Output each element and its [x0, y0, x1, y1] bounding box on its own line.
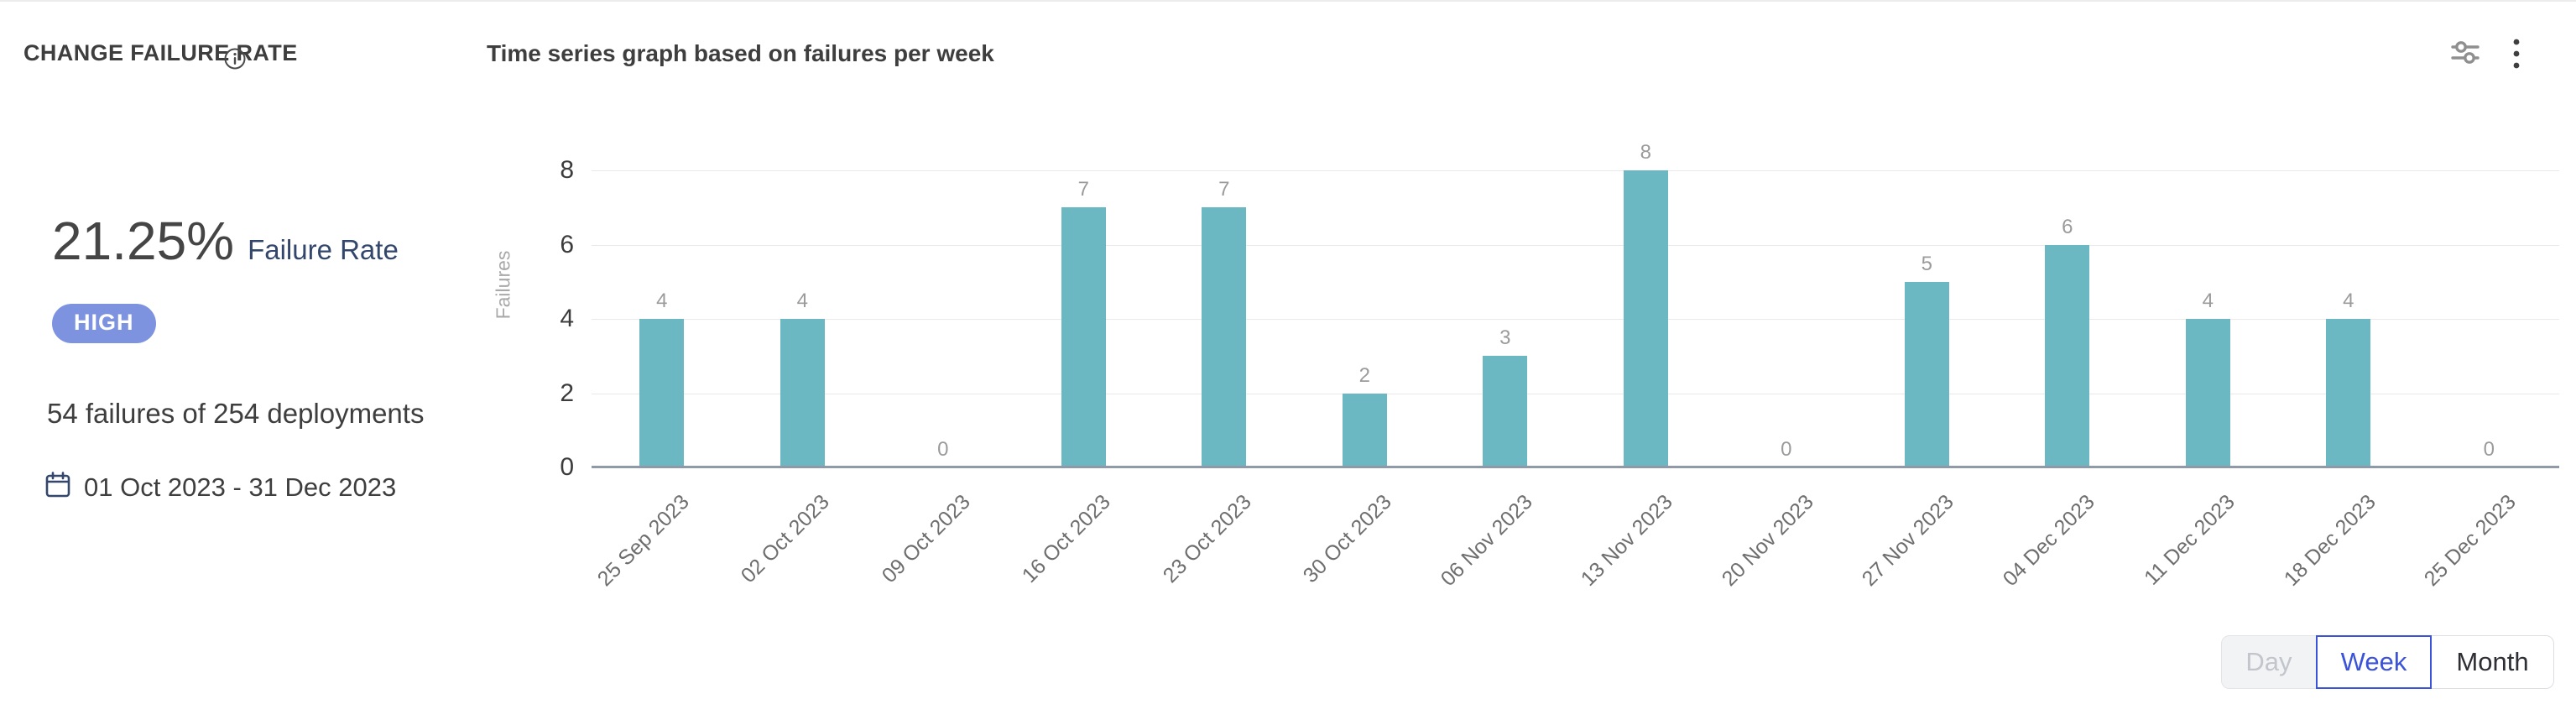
- y-tick-label: 4: [560, 305, 574, 332]
- y-tick-label: 0: [560, 453, 574, 481]
- bar-value-label: 7: [1218, 178, 1230, 201]
- gridline: [592, 319, 2559, 320]
- bar-25-Sep-2023[interactable]: [639, 319, 685, 467]
- bar-value-label: 0: [2483, 438, 2495, 461]
- y-tick-label: 2: [560, 378, 574, 407]
- bar-06-Nov-2023[interactable]: [1483, 356, 1528, 467]
- x-tick-label: 11 Dec 2023: [2140, 490, 2240, 590]
- bar-27-Nov-2023[interactable]: [1904, 281, 1949, 467]
- x-tick-label: 30 Oct 2023: [1298, 490, 1397, 588]
- bar-slot: 6: [1997, 115, 2138, 467]
- granularity-month-button[interactable]: Month: [2431, 635, 2554, 689]
- y-tick-label: 6: [560, 230, 574, 258]
- x-tick-label: 23 Oct 2023: [1158, 490, 1256, 588]
- severity-badge: HIGH: [52, 304, 156, 343]
- bar-value-label: 5: [1921, 252, 1932, 275]
- info-circle-icon[interactable]: [223, 47, 247, 75]
- bar-slot: 0: [2419, 115, 2560, 467]
- x-axis-baseline: [592, 466, 2559, 468]
- x-tick-label: 13 Nov 2023: [1576, 490, 1678, 592]
- y-axis: 0 2 4 6 8: [512, 156, 579, 481]
- kebab-menu-icon[interactable]: [2511, 37, 2522, 75]
- failures-summary-text: 54 failures of 254 deployments: [47, 398, 425, 429]
- x-tick-label: 20 Nov 2023: [1717, 490, 1818, 592]
- y-tick-label: 8: [560, 156, 574, 184]
- x-tick-label: 25 Sep 2023: [592, 490, 694, 592]
- bar-slot: 4: [733, 115, 873, 467]
- bar-chart-plot-area: 4 4 0 7 7 2 3 8 0 5 6 4 4 0: [592, 141, 2559, 468]
- bar-slot: 2: [1295, 115, 1436, 467]
- bar-value-label: 4: [2343, 290, 2354, 312]
- x-tick-label: 02 Oct 2023: [736, 490, 835, 588]
- x-tick-label: 06 Nov 2023: [1436, 490, 1537, 592]
- x-tick-label: 04 Dec 2023: [1998, 490, 2099, 592]
- calendar-icon: [45, 472, 70, 503]
- gridline: [592, 170, 2559, 171]
- failure-rate-row: 21.25% Failure Rate: [52, 210, 399, 272]
- x-axis: 25 Sep 2023 02 Oct 2023 09 Oct 2023 16 Oct …: [592, 468, 2559, 619]
- date-range-text: 01 Oct 2023 - 31 Dec 2023: [84, 472, 397, 502]
- granularity-day-button[interactable]: Day: [2221, 635, 2317, 689]
- bar-16-Oct-2023[interactable]: [1061, 207, 1106, 467]
- bar-value-label: 6: [2062, 215, 2073, 238]
- date-range-picker[interactable]: 01 Oct 2023 - 31 Dec 2023: [45, 472, 396, 503]
- bar-value-label: 4: [2202, 290, 2214, 312]
- bar-11-Dec-2023[interactable]: [2185, 319, 2230, 467]
- granularity-week-button[interactable]: Week: [2316, 635, 2432, 689]
- gridline: [592, 244, 2559, 246]
- bar-18-Dec-2023[interactable]: [2326, 319, 2371, 467]
- bar-slot: 5: [1857, 115, 1998, 467]
- bar-value-label: 4: [656, 290, 668, 312]
- widget-title: CHANGE FAILURE RATE: [23, 40, 298, 65]
- x-tick-label: 09 Oct 2023: [877, 490, 975, 588]
- bar-value-label: 4: [796, 290, 808, 312]
- x-tick-label: 27 Nov 2023: [1857, 490, 1959, 592]
- bar-slot: 7: [1014, 115, 1155, 467]
- failure-rate-value: 21.25%: [52, 211, 235, 271]
- bar-slot: 0: [1716, 115, 1857, 467]
- bar-slot: 4: [592, 115, 733, 467]
- x-tick-label: 18 Dec 2023: [2279, 490, 2380, 592]
- x-tick-label: 16 Oct 2023: [1017, 490, 1116, 588]
- bar-slot: 4: [2138, 115, 2279, 467]
- bar-slot: 0: [873, 115, 1014, 467]
- sliders-icon[interactable]: [2450, 37, 2480, 70]
- bar-value-label: 2: [1358, 363, 1370, 387]
- bar-slot: 4: [2278, 115, 2419, 467]
- bar-value-label: 7: [1077, 178, 1089, 201]
- bar-23-Oct-2023[interactable]: [1202, 207, 1247, 467]
- bar-value-label: 3: [1499, 326, 1511, 350]
- x-tick-label: 25 Dec 2023: [2419, 490, 2521, 592]
- bar-slot: 7: [1154, 115, 1295, 467]
- bar-13-Nov-2023[interactable]: [1623, 170, 1668, 467]
- chart-heading: Time series graph based on failures per …: [487, 40, 994, 66]
- bar-30-Oct-2023[interactable]: [1342, 393, 1387, 467]
- bar-04-Dec-2023[interactable]: [2045, 244, 2090, 467]
- bar-value-label: 8: [1640, 141, 1651, 164]
- bar-value-label: 0: [937, 438, 949, 461]
- bar-series: 4 4 0 7 7 2 3 8 0 5 6 4 4 0: [592, 115, 2559, 467]
- granularity-toggle-group: Day Week Month: [2221, 635, 2554, 689]
- bar-02-Oct-2023[interactable]: [780, 319, 825, 467]
- bar-value-label: 0: [1781, 438, 1792, 461]
- bar-slot: 8: [1576, 115, 1717, 467]
- failure-rate-label: Failure Rate: [248, 234, 399, 265]
- bar-slot: 3: [1435, 115, 1576, 467]
